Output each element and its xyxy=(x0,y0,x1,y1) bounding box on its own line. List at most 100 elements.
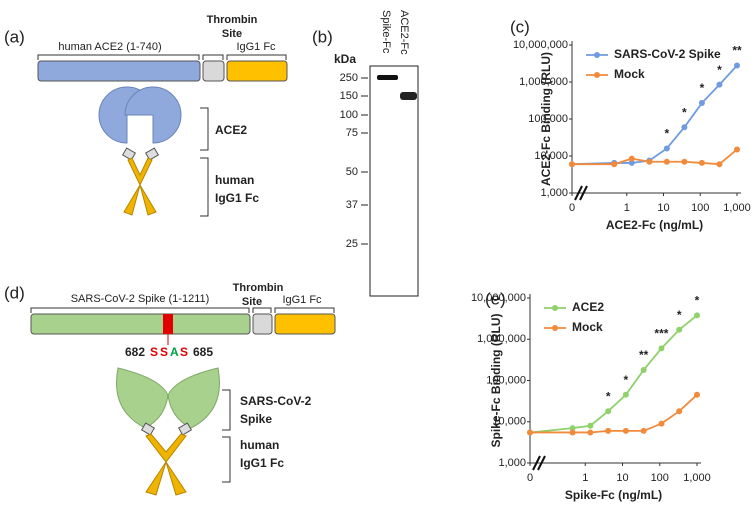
markers: 250 150 100 75 50 37 25 xyxy=(340,72,368,250)
x-tick-label: 0 xyxy=(527,472,533,484)
unit-label: kDa xyxy=(334,52,356,66)
structure-label: Spike xyxy=(240,412,272,426)
point xyxy=(628,155,635,162)
domain-label: Thrombin xyxy=(207,14,258,26)
point xyxy=(734,62,740,69)
point xyxy=(694,312,700,319)
domain-label: Thrombin xyxy=(233,282,284,294)
domain-label: Site xyxy=(242,296,262,308)
significance: ** xyxy=(639,348,649,362)
legend-label: Mock xyxy=(614,67,645,81)
panel-label: (d) xyxy=(4,283,25,302)
ace2-fc-structure xyxy=(98,86,182,216)
panel-label: (e) xyxy=(485,289,506,308)
y-tick-label: 10,000,000 xyxy=(513,39,568,51)
legend-label: Mock xyxy=(572,320,603,334)
marker-label: 50 xyxy=(346,166,358,178)
thrombin-domain xyxy=(202,60,225,82)
significance: * xyxy=(664,127,669,141)
x-tick-label: 1 xyxy=(582,472,588,484)
y-axis-label: Spike-Fc Binding (RLU) xyxy=(489,314,503,448)
marker-label: 25 xyxy=(346,238,358,250)
x-tick-label: 10 xyxy=(616,472,628,484)
brackets xyxy=(30,307,335,483)
axis-break xyxy=(574,185,583,201)
point xyxy=(658,420,665,427)
point xyxy=(569,425,576,432)
legend-marker xyxy=(594,72,600,78)
x-tick-label: 100 xyxy=(651,472,669,484)
point xyxy=(716,161,723,168)
point xyxy=(734,146,740,153)
marker-label: 250 xyxy=(340,72,358,84)
point xyxy=(716,81,723,88)
marker-label: 75 xyxy=(346,127,358,139)
point xyxy=(681,124,688,131)
residue-number: 685 xyxy=(193,345,213,359)
spike-domain xyxy=(30,313,251,335)
residue: S xyxy=(150,345,158,359)
axis-break xyxy=(579,185,588,201)
series-line xyxy=(571,64,738,166)
point xyxy=(640,427,647,434)
x-tick-label: 1,000 xyxy=(683,472,711,484)
panel-label: (c) xyxy=(510,17,530,36)
spike-fc-structure xyxy=(116,367,220,496)
structure-label: IgG1 Fc xyxy=(240,456,284,470)
point xyxy=(569,161,575,168)
marker-label: 37 xyxy=(346,199,358,211)
furin-site xyxy=(163,314,173,334)
significance: ** xyxy=(732,44,742,58)
y-tick-label: 10,000,000 xyxy=(471,292,526,304)
y-tick-label: 1,000 xyxy=(498,457,526,469)
point xyxy=(640,366,647,373)
domain-label: IgG1 Fc xyxy=(282,294,322,306)
point xyxy=(681,158,688,165)
point xyxy=(622,427,629,434)
y-tick-label: 1,000,000 xyxy=(477,333,526,345)
point xyxy=(587,429,594,436)
x-tick-label: 1,000 xyxy=(723,202,751,214)
x-tick-label: 10 xyxy=(657,202,669,214)
point xyxy=(527,429,533,436)
lane-label: ACE2-Fc xyxy=(398,10,410,55)
point xyxy=(694,391,700,398)
x-axis-label: ACE2-Fc (ng/mL) xyxy=(606,218,703,232)
marker-label: 100 xyxy=(340,109,358,121)
axis-break xyxy=(537,455,546,471)
residue: S xyxy=(160,345,168,359)
domain-label: Site xyxy=(222,28,242,40)
y-axis-label: ACE2-Fc Binding (RLU) xyxy=(539,52,553,186)
significance: * xyxy=(695,294,700,308)
domain-label: human ACE2 (1-740) xyxy=(58,41,161,53)
significance: * xyxy=(606,389,611,403)
point xyxy=(658,345,665,352)
y-tick-label: 10,000 xyxy=(492,416,526,428)
legend-marker xyxy=(552,305,558,311)
point xyxy=(605,408,612,415)
x-tick-label: 0 xyxy=(569,202,575,214)
point xyxy=(622,391,629,398)
significance: * xyxy=(700,81,705,95)
point xyxy=(663,158,670,165)
point xyxy=(569,429,576,436)
y-tick-label: 100,000 xyxy=(528,113,568,125)
point xyxy=(628,159,635,166)
structure-label: human xyxy=(215,173,254,187)
point xyxy=(611,161,618,168)
ace2-domain xyxy=(37,60,201,82)
legend-label: SARS-CoV-2 Spike xyxy=(614,47,721,61)
structure-label: SARS-CoV-2 xyxy=(240,394,312,408)
structure-label: IgG1 Fc xyxy=(215,191,259,205)
significance: * xyxy=(717,63,722,77)
significance: * xyxy=(677,308,682,322)
y-tick-label: 10,000 xyxy=(534,150,568,162)
panel-label: (a) xyxy=(4,27,25,46)
series-line xyxy=(529,314,698,434)
panel-label: (b) xyxy=(312,27,333,46)
brackets xyxy=(37,54,287,217)
point xyxy=(663,145,670,152)
structure-label: human xyxy=(240,438,279,452)
point xyxy=(605,427,612,434)
